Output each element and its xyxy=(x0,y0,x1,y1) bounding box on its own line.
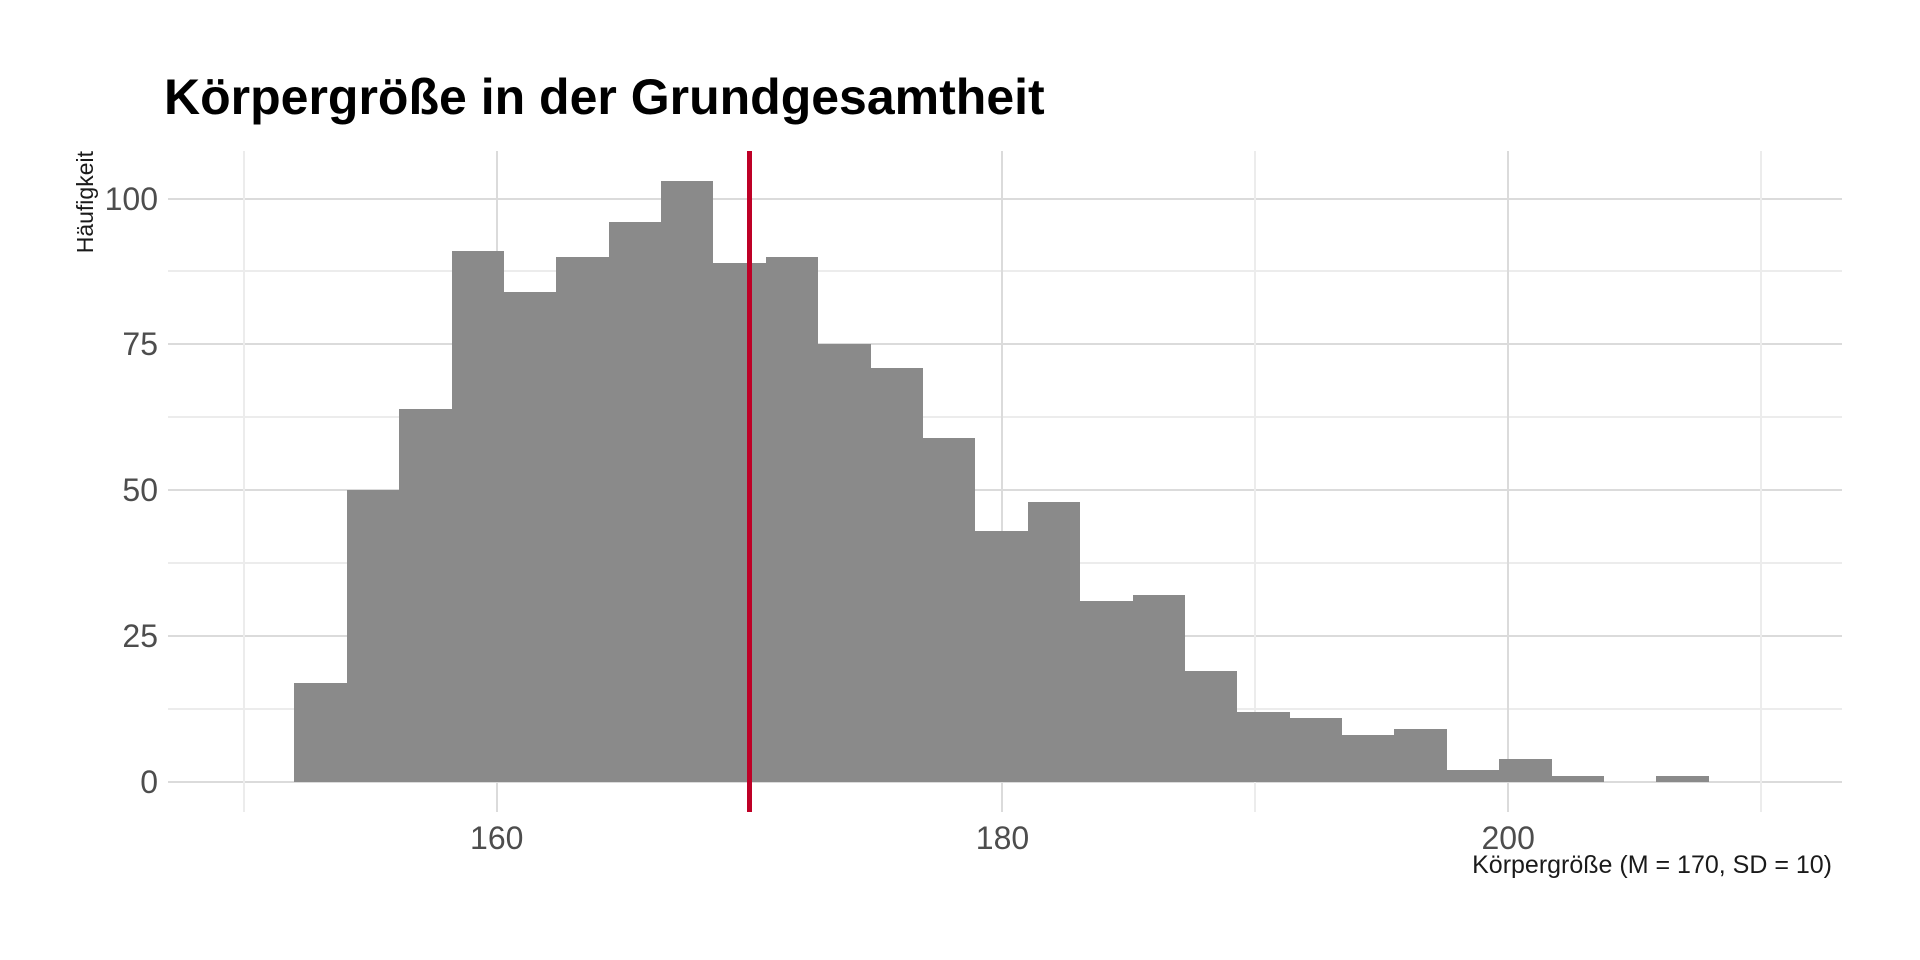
grid-major-y xyxy=(168,343,1842,346)
histogram-bar xyxy=(1342,735,1395,782)
histogram-bar xyxy=(1289,717,1343,782)
grid-minor-x xyxy=(1760,151,1763,812)
histogram-bar xyxy=(661,181,714,782)
histogram-bar xyxy=(1394,729,1447,782)
histogram-bar xyxy=(294,682,347,782)
mean-reference-line xyxy=(747,151,753,812)
x-tick-label: 160 xyxy=(470,820,524,856)
grid-minor-x xyxy=(1254,151,1257,812)
histogram-bar xyxy=(1656,776,1709,782)
y-tick-label: 100 xyxy=(104,180,158,217)
grid-minor-y xyxy=(168,416,1842,419)
histogram-bar xyxy=(1027,501,1081,782)
plot-panel xyxy=(168,151,1842,812)
histogram-bar xyxy=(608,221,662,782)
histogram-bar xyxy=(1237,711,1290,782)
histogram-bar xyxy=(818,344,871,782)
histogram-bar xyxy=(1499,758,1552,782)
histogram-bar xyxy=(765,256,819,782)
y-tick-label: 75 xyxy=(122,326,158,363)
y-tick-label: 0 xyxy=(140,763,158,800)
histogram-bar xyxy=(503,291,557,782)
grid-major-x xyxy=(1001,151,1004,812)
histogram-bar xyxy=(346,490,400,782)
histogram-bar xyxy=(870,367,923,782)
histogram-bar xyxy=(1132,595,1185,782)
grid-major-y xyxy=(168,489,1842,492)
y-tick-label: 25 xyxy=(122,618,158,655)
grid-minor-x xyxy=(242,151,245,812)
histogram-bar xyxy=(713,262,766,782)
grid-minor-y xyxy=(168,270,1842,273)
histogram-bar xyxy=(399,408,452,782)
y-tick-label: 50 xyxy=(122,472,158,509)
grid-major-y xyxy=(168,197,1842,200)
histogram-bar xyxy=(922,437,976,782)
histogram-bar xyxy=(1551,776,1604,782)
x-tick-label: 180 xyxy=(975,820,1030,856)
chart-title: Körpergröße in der Grundgesamtheit xyxy=(164,69,1045,125)
histogram-bar xyxy=(975,531,1028,782)
x-axis-title: Körpergröße (M = 170, SD = 10) xyxy=(1472,851,1832,879)
grid-major-y xyxy=(168,780,1842,783)
histogram-bar xyxy=(1184,671,1238,782)
grid-major-x xyxy=(1507,151,1510,812)
histogram-bar xyxy=(1080,601,1133,782)
histogram-bar xyxy=(451,251,504,782)
histogram-bar xyxy=(556,256,609,782)
x-tick-label: 200 xyxy=(1481,820,1535,856)
histogram-bar xyxy=(1446,770,1500,782)
